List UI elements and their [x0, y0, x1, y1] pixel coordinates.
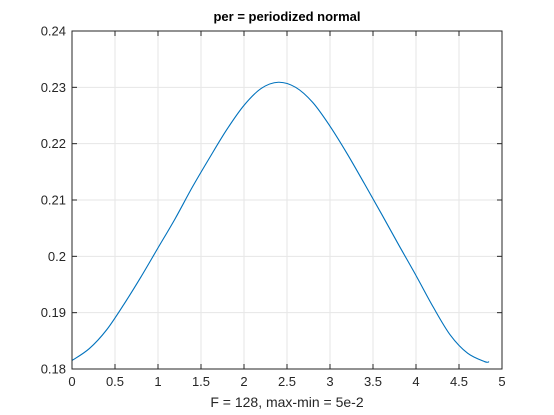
- x-tick-label: 2.5: [278, 374, 296, 389]
- x-tick-label: 3.5: [364, 374, 382, 389]
- y-tick-label: 0.2: [48, 249, 66, 264]
- y-tick-label: 0.21: [41, 193, 66, 208]
- y-tick-label: 0.23: [41, 80, 66, 95]
- y-tick-label: 0.18: [41, 362, 66, 377]
- x-tick-label: 2: [240, 374, 247, 389]
- x-tick-label: 1: [154, 374, 161, 389]
- x-tick-label: 0.5: [106, 374, 124, 389]
- y-tick-label: 0.22: [41, 136, 66, 151]
- x-axis-label: F = 128, max-min = 5e-2: [210, 394, 364, 410]
- series-layer: [71, 81, 490, 363]
- x-tick-label: 3: [326, 374, 333, 389]
- x-tick-label: 4.5: [450, 374, 468, 389]
- series-line: [71, 81, 490, 363]
- x-tick-label: 0: [68, 374, 75, 389]
- y-tick-label: 0.19: [41, 305, 66, 320]
- ticks: 0 0.5 1 1.5 2 2.5 3 3.5 4 4.5 5 0.18 0.19 0.2 0.21 0.22…: [41, 24, 506, 390]
- chart-title: per = periodized normal: [213, 9, 360, 24]
- x-tick-label: 1.5: [192, 374, 210, 389]
- y-tick-label: 0.24: [41, 24, 66, 39]
- x-tick-label: 5: [498, 374, 505, 389]
- x-tick-label: 4: [412, 374, 419, 389]
